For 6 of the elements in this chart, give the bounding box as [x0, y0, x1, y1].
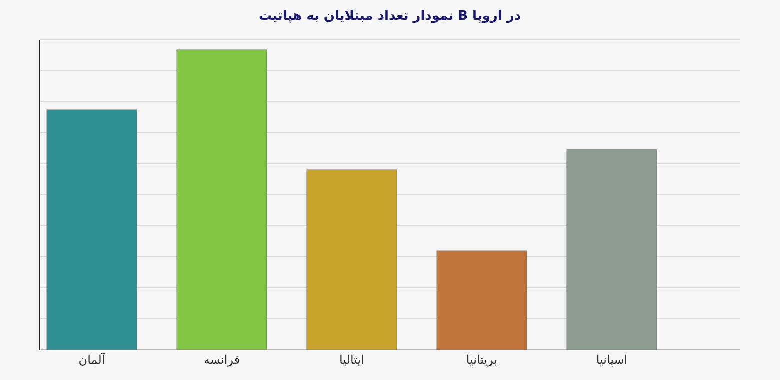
x-tick-label: بریتانیا — [466, 353, 498, 367]
x-tick-label: اسپانیا — [596, 353, 628, 367]
title: در اروپا B نمودار تعداد مبتلایان به هپاتیت — [258, 9, 522, 24]
x-tick-label: آلمان — [78, 352, 106, 367]
x-tick-label: فرانسه — [204, 353, 240, 367]
x-tick-label: ایتالیا — [340, 353, 364, 367]
